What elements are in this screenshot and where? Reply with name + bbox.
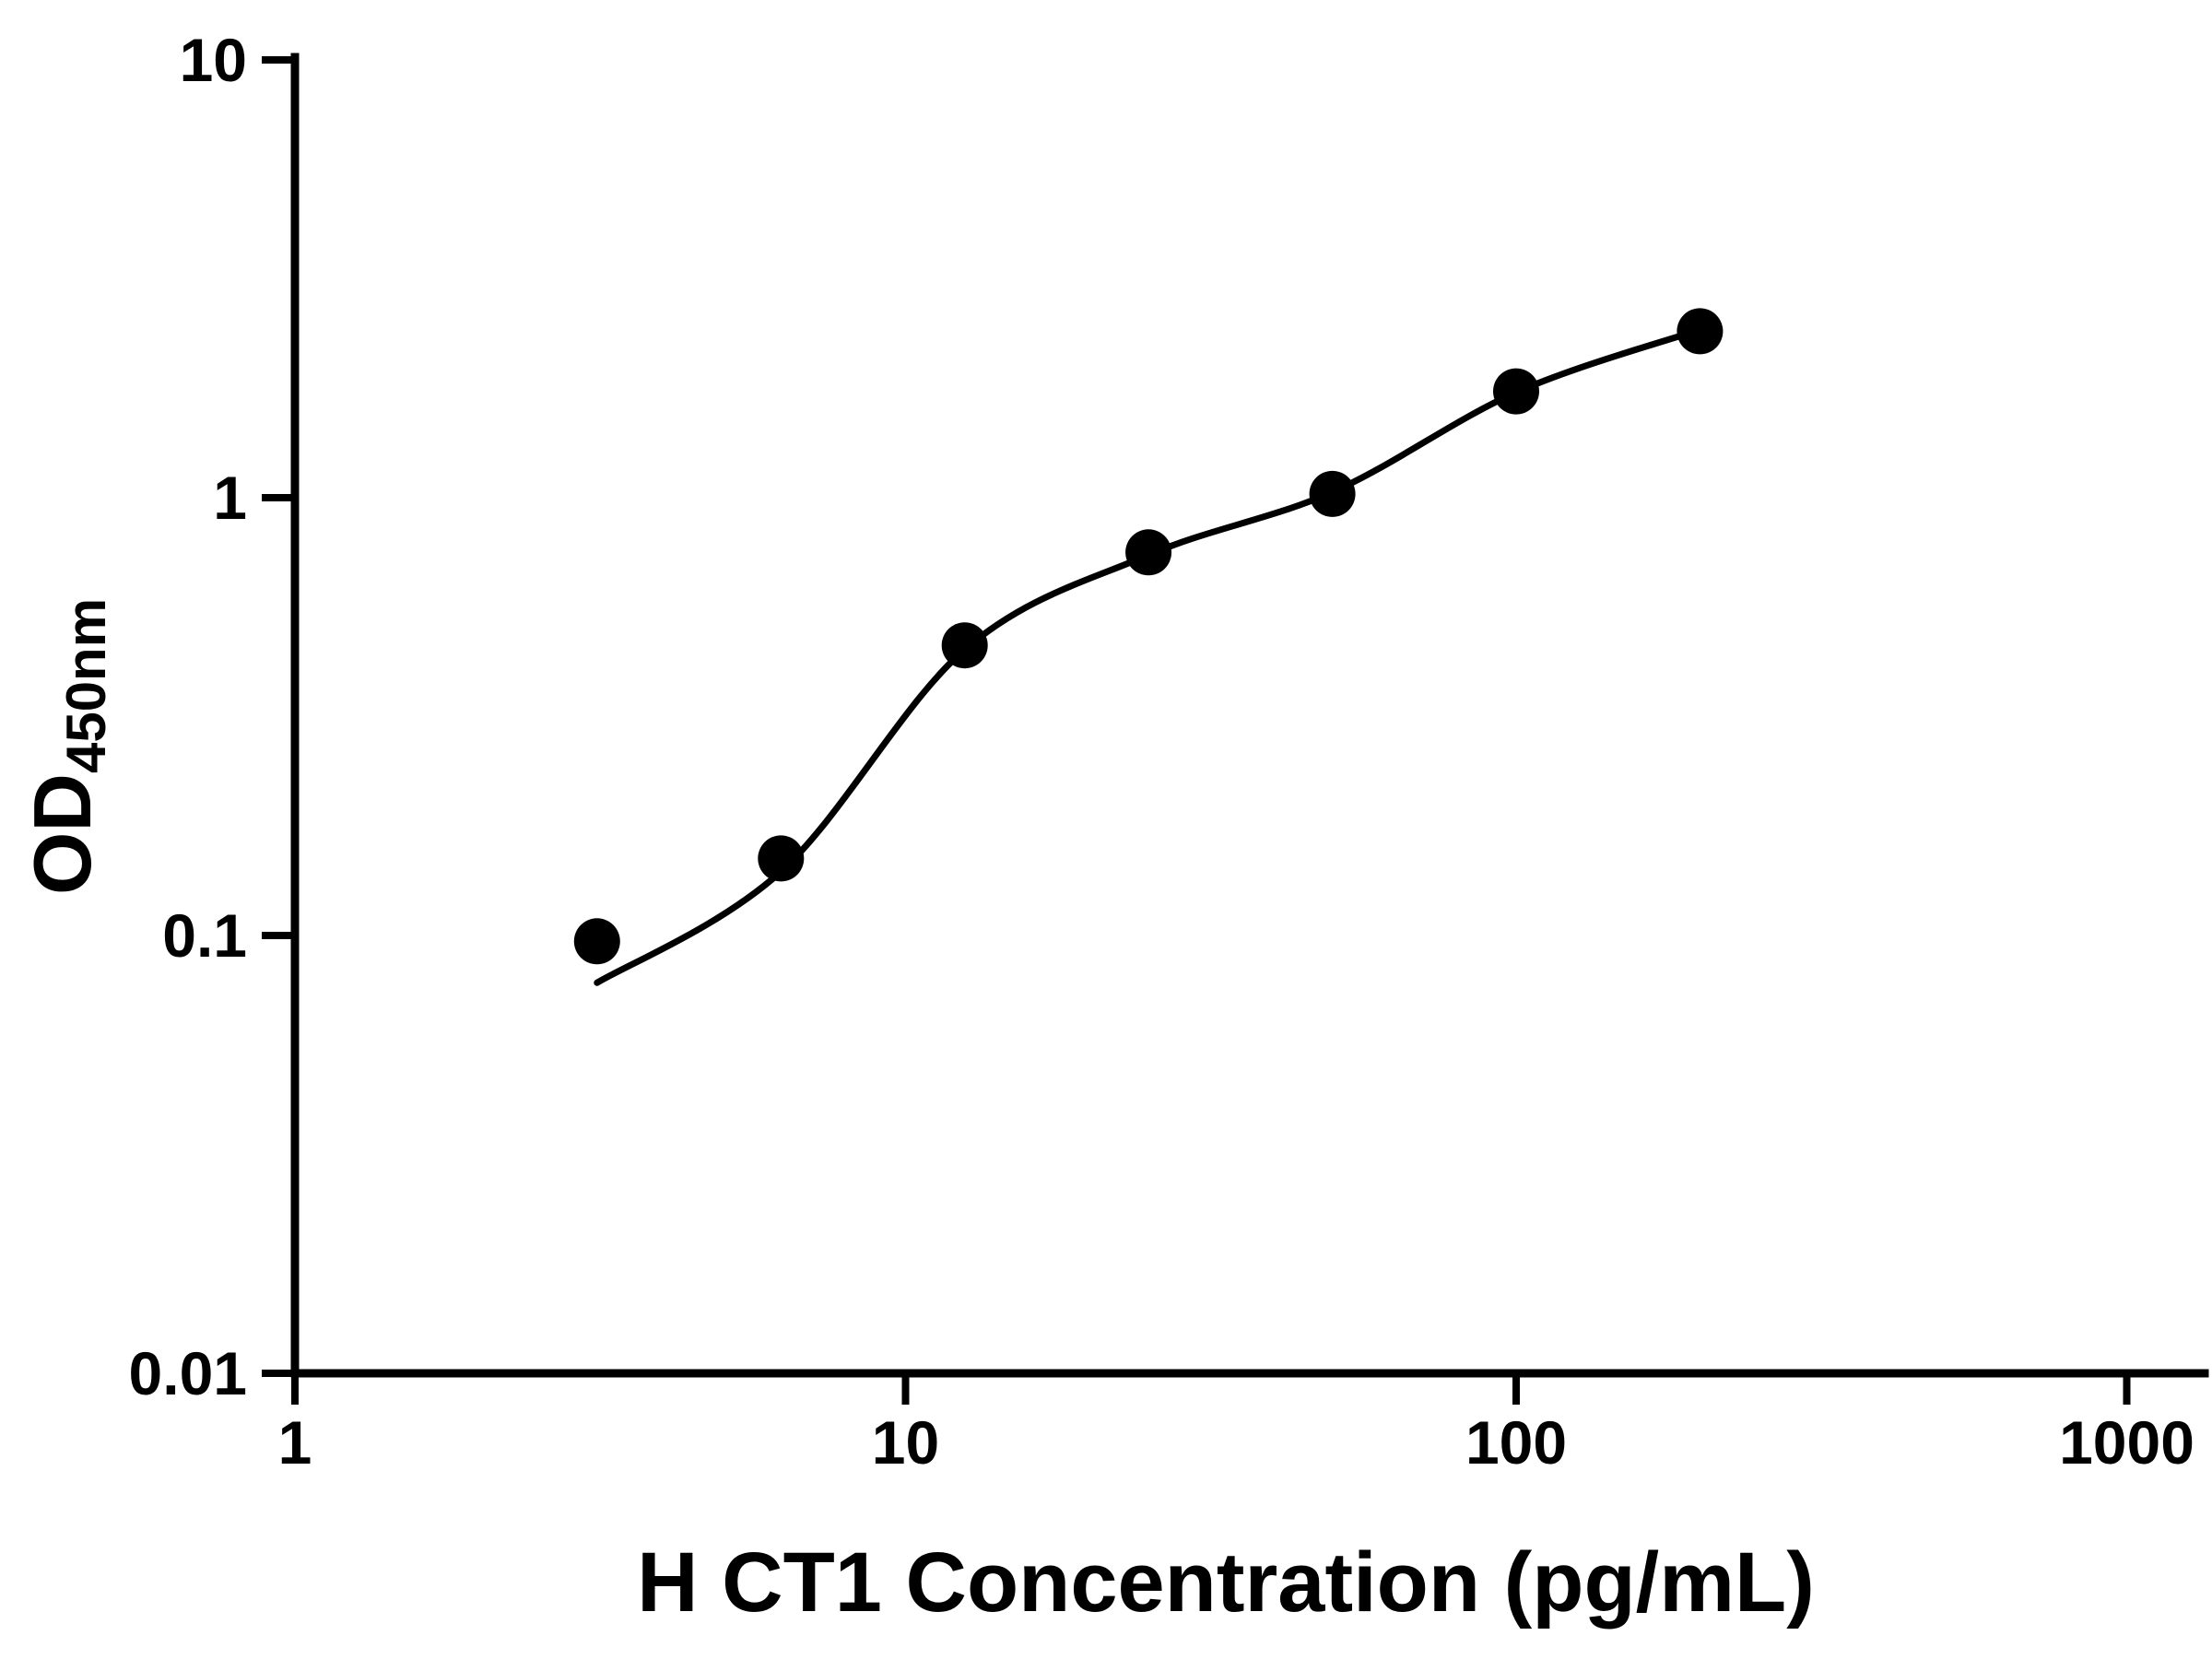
x-tick-label: 10 bbox=[872, 1408, 939, 1477]
x-axis-title: H CT1 Concentration (pg/mL) bbox=[637, 1535, 1815, 1630]
data-point bbox=[1125, 529, 1172, 576]
y-tick-label: 10 bbox=[180, 26, 247, 94]
fit-curve-group bbox=[594, 326, 1703, 986]
y-axis-title-main: OD bbox=[17, 773, 108, 895]
data-points-group bbox=[573, 308, 1724, 965]
axis-titles-group: H CT1 Concentration (pg/mL) OD450nm bbox=[17, 598, 1815, 1630]
x-tick-label: 100 bbox=[1465, 1408, 1567, 1477]
y-tick-label: 0.1 bbox=[162, 901, 247, 970]
data-point bbox=[1309, 470, 1356, 517]
x-tick-label: 1000 bbox=[2059, 1408, 2194, 1477]
x-tick-label: 1 bbox=[278, 1408, 312, 1477]
data-point bbox=[758, 835, 805, 882]
data-point bbox=[1493, 368, 1539, 415]
y-tick-label: 1 bbox=[213, 464, 247, 532]
data-point bbox=[573, 918, 620, 965]
data-point bbox=[1677, 308, 1724, 355]
y-axis-title-subscript: 450nm bbox=[55, 598, 117, 773]
fit-curve bbox=[594, 326, 1703, 986]
y-axis-title: OD450nm bbox=[17, 598, 117, 895]
axes-group: 1 10 100 1000 0.01 0.1 1 10 bbox=[129, 26, 2209, 1477]
y-tick-label: 0.01 bbox=[129, 1339, 247, 1407]
data-point bbox=[941, 622, 988, 669]
